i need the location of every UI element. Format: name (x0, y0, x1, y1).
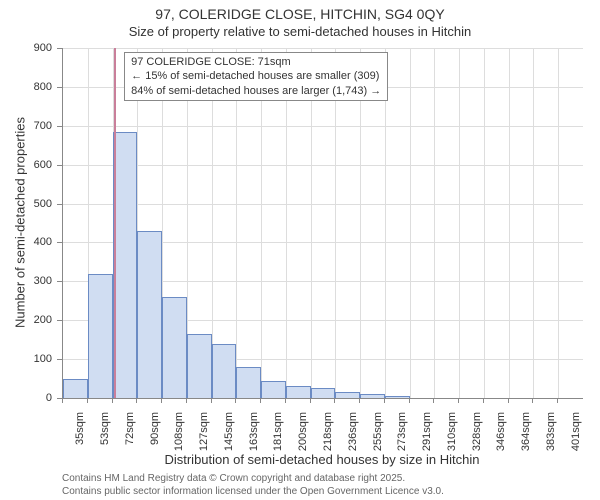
x-gridline (410, 48, 411, 398)
x-tick-label: 108sqm (173, 412, 185, 462)
y-tick-mark (57, 165, 62, 166)
x-tick-mark (359, 398, 360, 403)
footer-attribution: Contains HM Land Registry data © Crown c… (62, 472, 444, 498)
annotation-line-2: ← 15% of semi-detached houses are smalle… (131, 69, 381, 83)
x-tick-mark (112, 398, 113, 403)
y-tick-mark (57, 359, 62, 360)
x-tick-label: 218sqm (322, 412, 334, 462)
y-tick-label: 200 (0, 314, 52, 326)
x-tick-mark (557, 398, 558, 403)
x-gridline (484, 48, 485, 398)
x-tick-label: 401sqm (570, 412, 582, 462)
y-tick-mark (57, 204, 62, 205)
annotation-box: 97 COLERIDGE CLOSE: 71sqm← 15% of semi-d… (124, 52, 388, 101)
y-tick-mark (57, 281, 62, 282)
y-tick-label: 500 (0, 198, 52, 210)
histogram-bar (162, 297, 187, 398)
x-tick-mark (87, 398, 88, 403)
x-tick-label: 364sqm (520, 412, 532, 462)
x-tick-mark (334, 398, 335, 403)
x-tick-label: 346sqm (495, 412, 507, 462)
chart-subtitle: Size of property relative to semi-detach… (0, 24, 600, 39)
x-tick-label: 255sqm (372, 412, 384, 462)
x-tick-mark (433, 398, 434, 403)
x-tick-label: 90sqm (149, 412, 161, 462)
chart-title: 97, COLERIDGE CLOSE, HITCHIN, SG4 0QY (0, 6, 600, 22)
x-tick-mark (186, 398, 187, 403)
histogram-bar (88, 274, 113, 398)
x-tick-label: 53sqm (99, 412, 111, 462)
y-gridline (63, 204, 583, 205)
y-gridline (63, 165, 583, 166)
x-tick-mark (161, 398, 162, 403)
x-tick-label: 236sqm (347, 412, 359, 462)
x-tick-mark (211, 398, 212, 403)
x-tick-mark (136, 398, 137, 403)
x-gridline (434, 48, 435, 398)
x-gridline (459, 48, 460, 398)
y-tick-mark (57, 126, 62, 127)
x-tick-label: 72sqm (124, 412, 136, 462)
plot-area: 97 COLERIDGE CLOSE: 71sqm← 15% of semi-d… (62, 48, 583, 399)
y-gridline (63, 48, 583, 49)
x-tick-mark (260, 398, 261, 403)
annotation-line-3: 84% of semi-detached houses are larger (… (131, 84, 381, 98)
x-tick-label: 35sqm (74, 412, 86, 462)
y-tick-mark (57, 87, 62, 88)
x-tick-mark (532, 398, 533, 403)
x-tick-label: 181sqm (272, 412, 284, 462)
histogram-bar (261, 381, 286, 399)
x-tick-mark (384, 398, 385, 403)
chart-container: 97, COLERIDGE CLOSE, HITCHIN, SG4 0QY Si… (0, 0, 600, 500)
y-tick-label: 600 (0, 159, 52, 171)
y-tick-mark (57, 48, 62, 49)
histogram-bar (63, 379, 88, 398)
y-tick-label: 0 (0, 392, 52, 404)
histogram-bar (187, 334, 212, 398)
x-tick-mark (409, 398, 410, 403)
histogram-bar (236, 367, 261, 398)
x-gridline (509, 48, 510, 398)
histogram-bar (137, 231, 162, 398)
property-marker-line (114, 48, 116, 398)
x-tick-label: 310sqm (446, 412, 458, 462)
footer-line-2: Contains public sector information licen… (62, 485, 444, 498)
x-tick-label: 200sqm (297, 412, 309, 462)
histogram-bar (311, 388, 336, 398)
x-tick-label: 328sqm (471, 412, 483, 462)
y-gridline (63, 126, 583, 127)
y-tick-label: 300 (0, 275, 52, 287)
y-axis-label: Number of semi-detached properties (13, 108, 28, 338)
x-gridline (533, 48, 534, 398)
y-tick-label: 700 (0, 120, 52, 132)
annotation-line-1: 97 COLERIDGE CLOSE: 71sqm (131, 55, 381, 69)
x-tick-label: 163sqm (248, 412, 260, 462)
x-tick-label: 273sqm (396, 412, 408, 462)
x-tick-mark (285, 398, 286, 403)
x-tick-mark (508, 398, 509, 403)
x-tick-mark (235, 398, 236, 403)
histogram-bar (212, 344, 237, 398)
histogram-bar (385, 396, 410, 398)
x-tick-mark (310, 398, 311, 403)
histogram-bar (360, 394, 385, 398)
x-tick-label: 291sqm (421, 412, 433, 462)
footer-line-1: Contains HM Land Registry data © Crown c… (62, 472, 444, 485)
x-tick-mark (458, 398, 459, 403)
x-tick-label: 383sqm (545, 412, 557, 462)
histogram-bar (335, 392, 360, 398)
y-tick-label: 800 (0, 81, 52, 93)
histogram-bar (113, 132, 138, 398)
histogram-bar (286, 386, 311, 398)
x-tick-label: 127sqm (198, 412, 210, 462)
y-tick-label: 900 (0, 42, 52, 54)
x-gridline (558, 48, 559, 398)
x-tick-label: 145sqm (223, 412, 235, 462)
y-tick-label: 400 (0, 236, 52, 248)
y-tick-mark (57, 320, 62, 321)
x-tick-mark (62, 398, 63, 403)
y-tick-label: 100 (0, 353, 52, 365)
x-tick-mark (483, 398, 484, 403)
y-tick-mark (57, 242, 62, 243)
